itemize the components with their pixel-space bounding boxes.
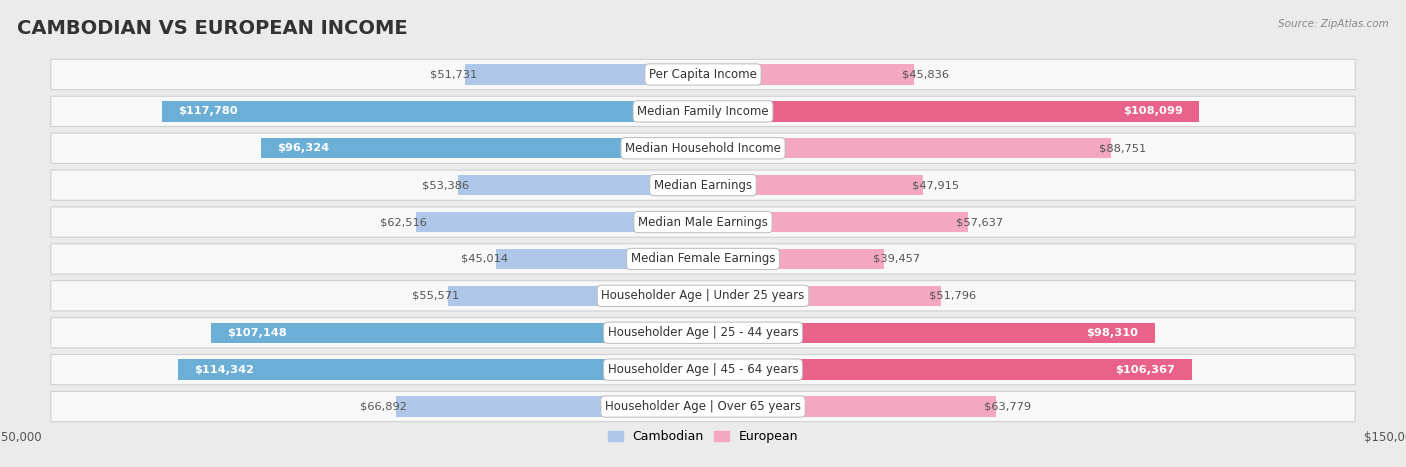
- Text: $117,780: $117,780: [179, 106, 238, 116]
- Text: $88,751: $88,751: [1099, 143, 1146, 153]
- Bar: [177, 360, 703, 380]
- Text: Householder Age | Over 65 years: Householder Age | Over 65 years: [605, 400, 801, 413]
- Text: $107,148: $107,148: [226, 328, 287, 338]
- Text: $106,367: $106,367: [1115, 365, 1175, 375]
- FancyBboxPatch shape: [51, 391, 1355, 422]
- Text: Median Male Earnings: Median Male Earnings: [638, 216, 768, 228]
- Bar: [703, 101, 1199, 121]
- Bar: [416, 212, 703, 232]
- FancyBboxPatch shape: [51, 207, 1355, 237]
- Text: Median Family Income: Median Family Income: [637, 105, 769, 118]
- Text: $62,516: $62,516: [381, 217, 427, 227]
- Bar: [703, 249, 884, 269]
- Text: $51,731: $51,731: [430, 70, 477, 79]
- Text: $98,310: $98,310: [1087, 328, 1139, 338]
- FancyBboxPatch shape: [51, 318, 1355, 348]
- Bar: [162, 101, 703, 121]
- Text: Median Female Earnings: Median Female Earnings: [631, 253, 775, 265]
- Text: Median Household Income: Median Household Income: [626, 142, 780, 155]
- Bar: [496, 249, 703, 269]
- Bar: [703, 64, 914, 85]
- Text: Median Earnings: Median Earnings: [654, 179, 752, 191]
- Bar: [465, 64, 703, 85]
- Bar: [703, 138, 1111, 158]
- Bar: [703, 286, 941, 306]
- Text: $96,324: $96,324: [277, 143, 329, 153]
- Text: $66,892: $66,892: [360, 402, 408, 411]
- Text: $45,014: $45,014: [461, 254, 508, 264]
- Text: $114,342: $114,342: [194, 365, 254, 375]
- Text: $57,637: $57,637: [956, 217, 1004, 227]
- FancyBboxPatch shape: [51, 170, 1355, 200]
- Text: $51,796: $51,796: [929, 291, 977, 301]
- Bar: [703, 212, 967, 232]
- Text: Householder Age | 45 - 64 years: Householder Age | 45 - 64 years: [607, 363, 799, 376]
- Text: $47,915: $47,915: [911, 180, 959, 190]
- Text: $63,779: $63,779: [984, 402, 1032, 411]
- Bar: [703, 360, 1191, 380]
- FancyBboxPatch shape: [51, 59, 1355, 90]
- Text: $39,457: $39,457: [873, 254, 920, 264]
- Bar: [703, 396, 995, 417]
- Text: $108,099: $108,099: [1123, 106, 1184, 116]
- Bar: [260, 138, 703, 158]
- FancyBboxPatch shape: [51, 244, 1355, 274]
- Bar: [703, 323, 1154, 343]
- FancyBboxPatch shape: [51, 354, 1355, 385]
- Text: $53,386: $53,386: [422, 180, 470, 190]
- Text: Per Capita Income: Per Capita Income: [650, 68, 756, 81]
- Legend: Cambodian, European: Cambodian, European: [603, 425, 803, 448]
- Text: CAMBODIAN VS EUROPEAN INCOME: CAMBODIAN VS EUROPEAN INCOME: [17, 19, 408, 38]
- Text: $55,571: $55,571: [412, 291, 460, 301]
- Text: Householder Age | Under 25 years: Householder Age | Under 25 years: [602, 290, 804, 302]
- FancyBboxPatch shape: [51, 133, 1355, 163]
- Bar: [447, 286, 703, 306]
- FancyBboxPatch shape: [51, 96, 1355, 127]
- Bar: [395, 396, 703, 417]
- Text: $45,836: $45,836: [903, 70, 949, 79]
- Text: Householder Age | 25 - 44 years: Householder Age | 25 - 44 years: [607, 326, 799, 339]
- Bar: [703, 175, 924, 195]
- Bar: [211, 323, 703, 343]
- Text: Source: ZipAtlas.com: Source: ZipAtlas.com: [1278, 19, 1389, 28]
- FancyBboxPatch shape: [51, 281, 1355, 311]
- Bar: [458, 175, 703, 195]
